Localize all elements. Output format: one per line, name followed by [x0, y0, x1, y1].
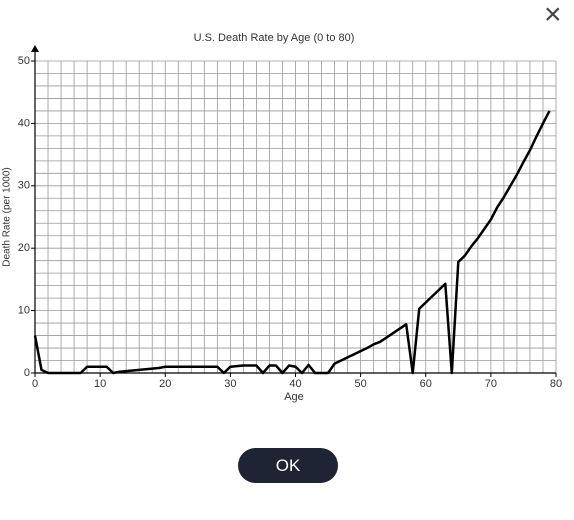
x-tick-label: 10	[94, 378, 106, 390]
x-tick-label: 40	[289, 378, 301, 390]
close-button[interactable]: ×	[544, 0, 562, 31]
x-tick-label: 50	[355, 378, 367, 390]
y-tick-label: 10	[18, 305, 30, 317]
x-tick-label: 60	[420, 378, 432, 390]
x-tick-label: 80	[550, 378, 562, 390]
axis-arrow	[31, 45, 39, 52]
ok-button[interactable]: OK	[238, 448, 338, 483]
data-line	[33, 110, 551, 375]
x-axis-title: Age	[284, 391, 304, 403]
chart-title: U.S. Death Rate by Age (0 to 80)	[194, 32, 355, 44]
y-tick-label: 30	[18, 180, 30, 192]
x-tick-label: 70	[485, 378, 497, 390]
y-tick-label: 20	[18, 242, 30, 254]
chart: U.S. Death Rate by Age (0 to 80) Age Dea…	[2, 32, 562, 403]
y-tick-label: 0	[24, 367, 30, 379]
x-tick-label: 20	[159, 378, 171, 390]
x-tick-label: 0	[32, 378, 38, 390]
y-tick-label: 50	[18, 55, 30, 67]
y-axis-title: Death Rate (per 1000)	[2, 167, 13, 267]
x-tick-label: 30	[224, 378, 236, 390]
y-tick-label: 40	[18, 117, 30, 129]
